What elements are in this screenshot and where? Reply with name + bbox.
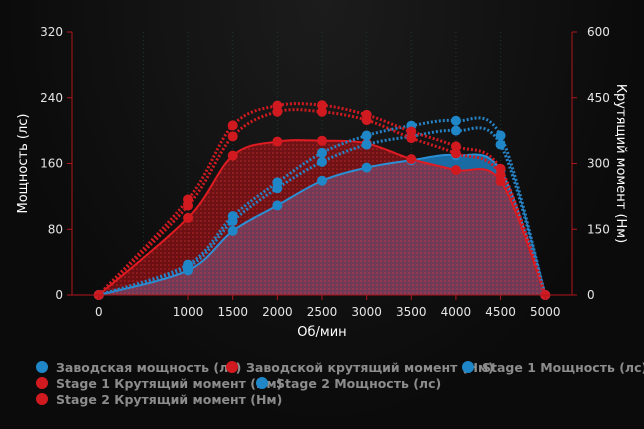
x-axis-title: Об/мин [297, 325, 346, 340]
data-point [227, 131, 238, 142]
axes: 0 80 160 240 320 0 150 300 450 600 0 1000 1500 2000 25… [16, 25, 628, 340]
legend-marker [462, 361, 474, 373]
legend-label: Заводская мощность (лс) [56, 360, 241, 375]
data-point [450, 148, 461, 159]
data-point [183, 194, 194, 205]
x-tick-label: 4500 [485, 305, 516, 319]
data-point [361, 162, 372, 173]
x-tick-label: 1000 [173, 305, 204, 319]
data-point [317, 100, 327, 111]
data-point [227, 120, 238, 131]
data-point [317, 175, 327, 186]
data-point [272, 177, 283, 188]
data-point [227, 225, 238, 236]
data-point [183, 259, 194, 270]
y-left-tick-label: 240 [40, 91, 63, 105]
series-area-1 [98, 140, 546, 295]
y-right-tick-label: 300 [587, 157, 610, 171]
data-point [361, 139, 372, 150]
data-point [495, 139, 506, 150]
legend-label: Stage 1 Крутящий момент (Нм) [56, 376, 282, 391]
legend-marker [256, 377, 268, 389]
data-point [406, 126, 417, 137]
data-point [272, 200, 283, 211]
data-point [317, 156, 327, 167]
data-point [406, 154, 417, 165]
areas [98, 140, 546, 295]
data-point [450, 115, 461, 126]
legend-label: Заводской крутящий момент (Нм) [246, 360, 494, 375]
x-tick-label: 5000 [530, 305, 561, 319]
x-tick-label: 1500 [217, 305, 248, 319]
legend-label: Stage 2 Крутящий момент (Нм) [56, 392, 282, 407]
data-point [272, 136, 283, 147]
data-point [227, 150, 238, 161]
series-line-3 [97, 108, 547, 297]
x-tick-label: 0 [95, 305, 103, 319]
y-left-tick-label: 0 [55, 288, 63, 302]
x-tick-label: 4000 [441, 305, 472, 319]
data-point [317, 147, 327, 158]
legend-label: Stage 2 Мощность (лс) [276, 376, 441, 391]
data-point [450, 125, 461, 136]
series-line-5 [97, 102, 547, 297]
x-tick-label: 3500 [396, 305, 427, 319]
y-right-tick-label: 600 [587, 25, 610, 39]
legend-marker [36, 361, 48, 373]
data-point [361, 130, 372, 141]
data-point [183, 212, 194, 223]
data-point [495, 163, 506, 174]
data-point [272, 100, 283, 111]
data-point [495, 130, 506, 141]
y-left-tick-label: 320 [40, 25, 63, 39]
legend-marker [226, 361, 238, 373]
legend: Заводская мощность (лс) Заводской крутящи… [36, 360, 644, 407]
data-points [93, 100, 551, 300]
series-line-1 [98, 139, 547, 296]
data-point [450, 165, 461, 176]
series-line-2 [98, 126, 547, 297]
legend-marker [36, 377, 48, 389]
y-left-tick-label: 80 [48, 222, 63, 236]
legend-label: Stage 1 Мощность (лс) [482, 360, 644, 375]
x-tick-label: 2000 [262, 305, 293, 319]
legend-marker [36, 393, 48, 405]
data-point [227, 211, 238, 222]
data-point [317, 135, 327, 146]
y-left-tick-label: 160 [40, 157, 63, 171]
y-axis-right-title: Крутящий момент (Нм) [613, 84, 628, 243]
y-right-tick-label: 150 [587, 222, 610, 236]
x-tick-label: 3000 [351, 305, 382, 319]
y-right-tick-label: 0 [587, 288, 595, 302]
y-axis-left-title: Мощность (лс) [16, 114, 31, 214]
data-point [361, 109, 372, 120]
data-point [450, 141, 461, 152]
y-right-tick-label: 450 [587, 91, 610, 105]
x-tick-label: 2500 [307, 305, 338, 319]
